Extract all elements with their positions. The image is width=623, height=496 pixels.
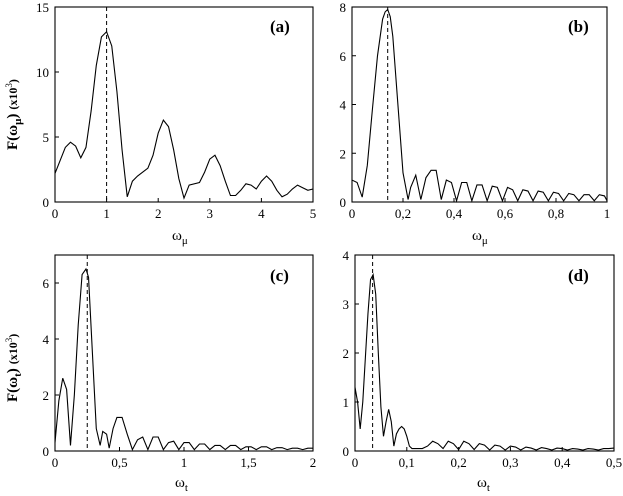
panel-b-xtick-label: 0,4	[446, 206, 463, 221]
panel-d-ytick-label: 3	[343, 297, 350, 312]
panel-d-ytick-label: 1	[343, 395, 350, 410]
panel-a-curve	[54, 30, 314, 200]
panel-a-ytick-label: 15	[36, 0, 49, 15]
panel-c-ytick-label: 0	[43, 444, 50, 459]
panel-b-xtick-label: 0	[349, 206, 356, 221]
panel-d-ytick-label: 2	[343, 346, 350, 361]
panel-c-ytick-label: 2	[43, 388, 50, 403]
panel-c-xtick-label: 0,5	[111, 455, 127, 470]
panel-d-xtick-label: 0,2	[450, 455, 466, 470]
panel-b-ytick-label: 6	[340, 49, 347, 64]
panel-d-frame	[354, 254, 615, 452]
panel-c-ylabel: F(ωt)(x103)	[4, 334, 24, 402]
panel-a-frame	[54, 6, 314, 203]
panel-c-ytick-label: 4	[43, 332, 50, 347]
panel-a-xtick-label: 0	[52, 206, 59, 221]
panel-b-ticks: 0 0,2 0,4 0,6 0,8 1 0 2 4 6 8	[340, 0, 611, 221]
panel-b-xlabel: ωμ	[472, 228, 488, 247]
panel-c-ticks: 0 0,5 1 1,5 2 0 2 4 6	[43, 276, 317, 470]
panel-b-frame	[351, 6, 608, 203]
panel-d-ytick-label: 0	[343, 444, 350, 459]
panel-a-ylabel: F(ωμ)(x103)	[4, 79, 24, 150]
panel-a: 0 1 2 3 4 5 0 5 10 15 (a) ωμ F(ωμ)(x103)	[4, 0, 316, 247]
panel-b-ytick-label: 8	[340, 0, 347, 15]
panel-a-xtick-label: 4	[258, 206, 265, 221]
panel-b-curve	[351, 8, 608, 203]
panel-a-label: (a)	[270, 17, 290, 36]
panel-b: 0 0,2 0,4 0,6 0,8 1 0 2 4 6 8 (b) ωμ	[340, 0, 611, 247]
panel-a-xtick-label: 5	[310, 206, 317, 221]
panel-d-xtick-label: 0	[352, 455, 359, 470]
panel-d-xlabel: ωt	[477, 475, 490, 494]
panel-b-xtick-label: 0,8	[548, 206, 564, 221]
panel-b-ytick-label: 0	[340, 195, 347, 210]
panel-b-xtick-label: 0,6	[497, 206, 514, 221]
panel-d-label: (d)	[568, 266, 589, 285]
panel-b-xtick-label: 1	[604, 206, 611, 221]
panel-c-label: (c)	[270, 266, 289, 285]
panel-c: 0 0,5 1 1,5 2 0 2 4 6 (c) ωt F(ωt)(x103)	[4, 254, 317, 494]
panel-b-label: (b)	[568, 17, 589, 36]
panel-d: 0 0,1 0,2 0,3 0,4 0,5 0 1 2 3 4 (d) ωt	[343, 248, 623, 494]
panel-a-ytick-label: 5	[43, 130, 50, 145]
panel-d-curve	[354, 272, 615, 451]
panel-a-ytick-label: 10	[36, 65, 49, 80]
panel-c-xtick-label: 1,5	[240, 455, 256, 470]
panel-c-xtick-label: 1	[181, 455, 188, 470]
panel-d-ytick-label: 4	[343, 248, 350, 263]
panel-b-ytick-label: 2	[340, 146, 347, 161]
panel-c-xtick-label: 2	[310, 455, 317, 470]
panel-a-ticks: 0 1 2 3 4 5 0 5 10 15	[36, 0, 316, 221]
panel-b-xtick-label: 0,2	[395, 206, 411, 221]
panel-c-frame	[54, 254, 314, 452]
panel-a-xlabel: ωμ	[172, 228, 188, 247]
panel-d-xtick-label: 0,1	[399, 455, 415, 470]
panel-a-xtick-label: 3	[207, 206, 214, 221]
panel-a-xtick-label: 1	[103, 206, 110, 221]
panel-d-ticks: 0 0,1 0,2 0,3 0,4 0,5 0 1 2 3 4	[343, 248, 623, 470]
panel-c-xlabel: ωt	[175, 475, 188, 494]
panel-d-xtick-label: 0,4	[554, 455, 571, 470]
panel-c-xtick-label: 0	[52, 455, 59, 470]
panel-b-ytick-label: 4	[340, 98, 347, 113]
panel-c-curve	[54, 267, 313, 452]
panel-d-xtick-label: 0,3	[502, 455, 518, 470]
panel-d-xtick-label: 0,5	[606, 455, 622, 470]
panel-a-ytick-label: 0	[43, 195, 50, 210]
panel-c-ytick-label: 6	[43, 276, 50, 291]
panel-a-xtick-label: 2	[155, 206, 162, 221]
